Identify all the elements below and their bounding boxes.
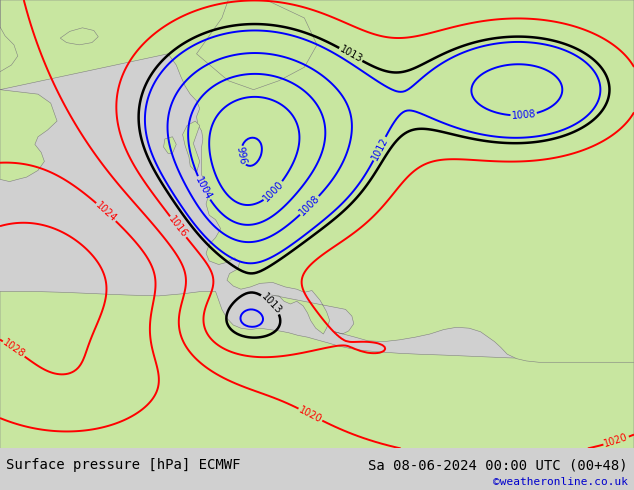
Polygon shape [0, 0, 634, 362]
Text: 1004: 1004 [193, 175, 214, 201]
Text: 1012: 1012 [370, 135, 390, 162]
Text: Sa 08-06-2024 00:00 UTC (00+48): Sa 08-06-2024 00:00 UTC (00+48) [368, 458, 628, 472]
Text: Surface pressure [hPa] ECMWF: Surface pressure [hPa] ECMWF [6, 458, 241, 472]
Text: 1013: 1013 [259, 291, 283, 316]
Text: ©weatheronline.co.uk: ©weatheronline.co.uk [493, 477, 628, 487]
Text: 996: 996 [235, 146, 248, 166]
Polygon shape [183, 121, 200, 172]
Text: 1020: 1020 [603, 432, 630, 449]
Polygon shape [0, 0, 18, 72]
Text: 1020: 1020 [297, 405, 323, 425]
Polygon shape [60, 28, 98, 45]
Text: 1016: 1016 [167, 214, 190, 240]
Text: 1024: 1024 [94, 200, 119, 224]
Polygon shape [0, 292, 634, 448]
Text: 1008: 1008 [511, 109, 536, 121]
Text: 1013: 1013 [338, 44, 364, 65]
Polygon shape [197, 0, 317, 90]
Text: 1028: 1028 [1, 338, 27, 360]
Text: 1008: 1008 [297, 194, 322, 218]
Text: 1000: 1000 [261, 179, 286, 203]
Polygon shape [164, 137, 176, 153]
